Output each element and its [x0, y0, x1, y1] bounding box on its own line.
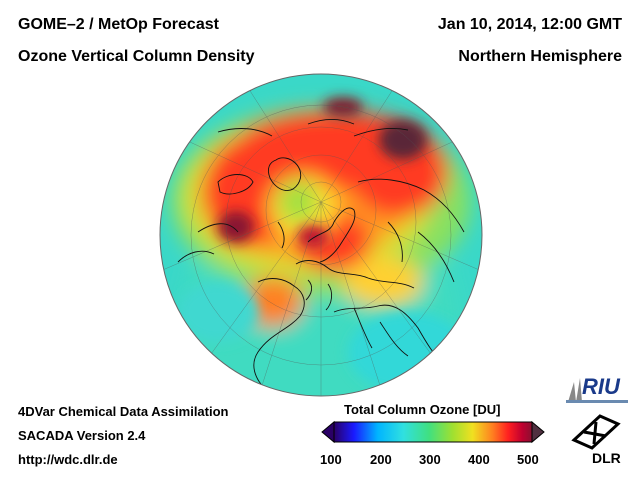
riu-logo-mark — [566, 378, 628, 403]
region-label: Northern Hemisphere — [458, 48, 622, 65]
map-title: GOME–2 / MetOp Forecast — [18, 16, 219, 33]
colorbar-min-arrow — [321, 420, 335, 444]
globe-outline — [159, 73, 483, 397]
dlr-logo: DLR — [566, 410, 628, 468]
ozone-globe-map — [159, 73, 483, 397]
colorbar-title: Total Column Ozone [DU] — [344, 402, 501, 417]
version-label: SACADA Version 2.4 — [18, 428, 146, 443]
dlr-logo-mark — [571, 414, 621, 450]
riu-logo-text: RIU — [582, 374, 620, 399]
colorbar-tick-100: 100 — [320, 452, 342, 467]
colorbar-gradient — [333, 421, 533, 443]
colorbar-tick-200: 200 — [370, 452, 392, 467]
graticule — [160, 74, 482, 396]
ozone-colorbar — [321, 420, 545, 444]
source-url[interactable]: http://wdc.dlr.de — [18, 452, 118, 467]
coastlines — [177, 119, 465, 391]
forecast-datetime: Jan 10, 2014, 12:00 GMT — [437, 16, 622, 33]
dlr-logo-text: DLR — [592, 450, 621, 466]
riu-logo: RIU — [566, 372, 630, 406]
colorbar-tick-300: 300 — [419, 452, 441, 467]
colorbar-max-arrow — [531, 420, 545, 444]
method-label: 4DVar Chemical Data Assimilation — [18, 404, 229, 419]
colorbar-tick-500: 500 — [517, 452, 539, 467]
colorbar-tick-400: 400 — [468, 452, 490, 467]
map-subtitle: Ozone Vertical Column Density — [18, 48, 255, 65]
